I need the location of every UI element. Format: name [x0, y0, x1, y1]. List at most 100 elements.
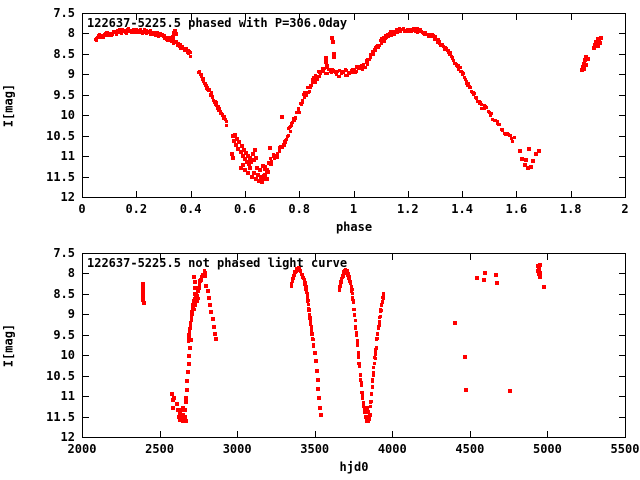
- x-axis-tick: [353, 14, 355, 20]
- data-point: [188, 346, 192, 350]
- data-point: [185, 379, 189, 383]
- data-point: [353, 313, 356, 316]
- data-point: [308, 90, 311, 93]
- data-point: [351, 71, 354, 74]
- y-tick-label: 8: [67, 26, 75, 41]
- data-point: [180, 47, 183, 50]
- data-point: [98, 33, 101, 36]
- data-point: [246, 171, 250, 175]
- data-point: [193, 280, 197, 284]
- data-point: [354, 325, 357, 328]
- data-point: [187, 354, 191, 358]
- data-point: [397, 30, 400, 33]
- data-point: [374, 353, 377, 356]
- data-point: [240, 144, 244, 148]
- data-point: [312, 345, 315, 348]
- data-point: [348, 275, 351, 278]
- data-point: [480, 103, 483, 106]
- data-point: [494, 273, 498, 277]
- data-point: [365, 406, 369, 410]
- data-point: [537, 149, 541, 153]
- data-point: [290, 124, 293, 127]
- data-point: [432, 35, 435, 38]
- data-point: [369, 56, 372, 59]
- data-point: [200, 75, 203, 78]
- y-tick-label: 10: [60, 348, 75, 363]
- data-point: [338, 69, 341, 72]
- data-point: [143, 28, 146, 31]
- y-axis-tick: [619, 416, 625, 418]
- y-tick-label: 10.5: [46, 368, 75, 383]
- data-point: [188, 335, 191, 338]
- data-point: [383, 40, 386, 43]
- data-point: [311, 333, 314, 336]
- y-tick-label: 10: [60, 108, 75, 123]
- data-point: [204, 82, 207, 85]
- data-point: [310, 330, 313, 333]
- x-axis-tick: [547, 254, 549, 260]
- data-point: [520, 157, 524, 161]
- data-point: [509, 134, 512, 137]
- data-point: [319, 70, 322, 73]
- data-point: [457, 65, 460, 68]
- data-point: [435, 38, 438, 41]
- data-point: [193, 308, 196, 311]
- data-point: [367, 417, 371, 421]
- data-point: [303, 278, 306, 281]
- data-point: [312, 338, 315, 341]
- data-point: [219, 110, 222, 113]
- data-point: [447, 49, 450, 52]
- data-point: [184, 400, 188, 404]
- data-point: [284, 141, 287, 144]
- data-point: [598, 41, 602, 45]
- data-point: [138, 31, 141, 34]
- phased-plot-title: 122637-5225.5 phased with P=306.0day: [87, 16, 348, 30]
- data-point: [258, 168, 262, 172]
- data-point: [241, 154, 245, 158]
- y-axis-tick: [83, 53, 89, 55]
- data-point: [359, 374, 362, 377]
- data-point: [193, 298, 197, 302]
- data-point: [371, 378, 374, 381]
- data-point: [302, 93, 305, 96]
- x-tick-label: 2500: [145, 442, 175, 456]
- data-point: [318, 75, 321, 78]
- data-point: [188, 332, 191, 335]
- data-point: [355, 70, 358, 73]
- data-point: [537, 267, 541, 271]
- data-point: [172, 396, 176, 400]
- data-point: [335, 73, 338, 76]
- y-axis-tick: [619, 94, 625, 96]
- data-point: [372, 371, 375, 374]
- data-point: [189, 338, 193, 342]
- y-axis-tick: [83, 253, 89, 254]
- data-point: [301, 99, 304, 102]
- data-point: [297, 107, 300, 110]
- data-point: [376, 333, 379, 336]
- data-point: [360, 381, 363, 384]
- data-point: [225, 124, 228, 127]
- data-point: [467, 82, 470, 85]
- data-point: [463, 355, 467, 359]
- data-point: [260, 180, 264, 184]
- data-point: [373, 362, 376, 365]
- y-axis-tick: [83, 437, 89, 438]
- x-axis-tick: [392, 431, 394, 437]
- data-point: [235, 137, 239, 141]
- data-point: [255, 166, 259, 170]
- data-point: [285, 138, 288, 141]
- x-axis-tick: [516, 191, 518, 197]
- data-point: [349, 280, 352, 283]
- y-tick-label: 11.5: [46, 409, 75, 424]
- data-point: [356, 340, 359, 343]
- x-tick-label: 1.6: [505, 202, 528, 216]
- y-axis-tick: [83, 135, 89, 137]
- data-point: [283, 144, 286, 147]
- y-axis-tick: [83, 273, 89, 275]
- data-point: [212, 99, 215, 102]
- data-point: [145, 29, 148, 32]
- data-point: [299, 270, 302, 273]
- data-point: [370, 53, 373, 56]
- x-axis-tick: [462, 14, 464, 20]
